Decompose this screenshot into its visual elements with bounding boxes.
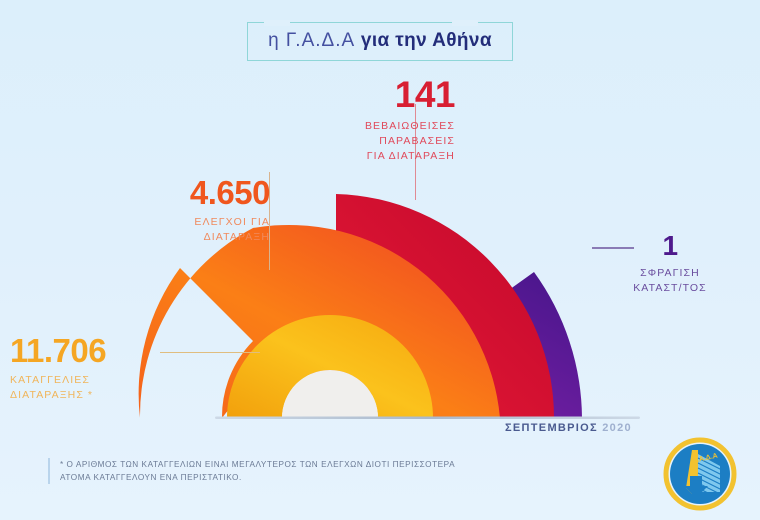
callout-complaints-desc: ΚΑΤΑΓΓΕΛΙΕΣ ΔΙΑΤΑΡΑΞΗΣ * xyxy=(10,374,94,402)
gada-logo: Γ.Α.Δ.Α xyxy=(663,437,737,511)
title-box: η Γ.Α.Δ.Α για την Αθήνα xyxy=(247,20,513,61)
callout-sealing: 1 ΣΦΡΑΓΙΣΗ ΚΑΤΑΣΤ/ΤΟΣ xyxy=(610,232,730,296)
callout-inspections-value: 4.650 xyxy=(189,174,271,211)
leader-line-red xyxy=(415,104,417,200)
callout-sealing-desc: ΣΦΡΑΓΙΣΗ ΚΑΤΑΣΤ/ΤΟΣ xyxy=(633,267,707,295)
arc-segment-complaints xyxy=(227,315,433,418)
callout-violations: 141 ΒΕΒΑΙΩΘΕΙΣΕΣ ΠΑΡΑΒΑΣΕΙΣ ΓΙΑ ΔΙΑΤΑΡΑΞ… xyxy=(280,74,456,165)
callout-inspections-desc: ΕΛΕΓΧΟΙ ΓΙΑ ΔΙΑΤΑΡΑΞΗ xyxy=(194,216,270,244)
logo-text: Γ.Α.Δ.Α xyxy=(693,453,718,465)
callout-inspections: 4.650 ΕΛΕΓΧΟΙ ΓΙΑ ΔΙΑΤΑΡΑΞΗ xyxy=(110,174,271,245)
logo-emblem xyxy=(684,450,723,501)
logo-arrow-shape xyxy=(684,476,708,498)
footnote-text: * Ο ΑΡΙΘΜΟΣ ΤΩΝ ΚΑΤΑΓΓΕΛΙΩΝ ΕΙΝΑΙ ΜΕΓΑΛΥ… xyxy=(60,460,455,483)
callout-complaints: 11.706 ΚΑΤΑΓΓΕΛΙΕΣ ΔΙΑΤΑΡΑΞΗΣ * xyxy=(10,334,160,403)
date-badge: ΣΕΠΤΕΜΒΡΙΟΣ 2020 xyxy=(505,422,632,434)
leader-line-yellow xyxy=(160,352,260,354)
date-badge-month: ΣΕΠΤΕΜΒΡΙΟΣ xyxy=(505,422,598,434)
callout-violations-value: 141 xyxy=(394,74,456,115)
callout-violations-desc: ΒΕΒΑΙΩΘΕΙΣΕΣ ΠΑΡΑΒΑΣΕΙΣ ΓΙΑ ΔΙΑΤΑΡΑΞΗ xyxy=(364,120,455,163)
callout-sealing-value: 1 xyxy=(662,230,678,261)
date-badge-year: 2020 xyxy=(602,422,632,434)
title-light-part: η Γ.Α.Δ.Α xyxy=(268,30,356,51)
leader-line-purple xyxy=(592,247,634,249)
title-container: η Γ.Α.Δ.Α για την Αθήνα xyxy=(0,20,760,61)
arc-inner-core xyxy=(282,370,378,418)
title-bold-part: για την Αθήνα xyxy=(360,30,492,51)
leader-line-orange xyxy=(269,172,271,270)
logo-outer-ring xyxy=(663,437,737,511)
chart-baseline xyxy=(215,416,640,419)
callout-complaints-value: 11.706 xyxy=(10,332,107,369)
footnote: * Ο ΑΡΙΘΜΟΣ ΤΩΝ ΚΑΤΑΓΓΕΛΙΩΝ ΕΙΝΑΙ ΜΕΓΑΛΥ… xyxy=(48,458,480,485)
page-title: η Γ.Α.Δ.Α για την Αθήνα xyxy=(268,30,492,52)
